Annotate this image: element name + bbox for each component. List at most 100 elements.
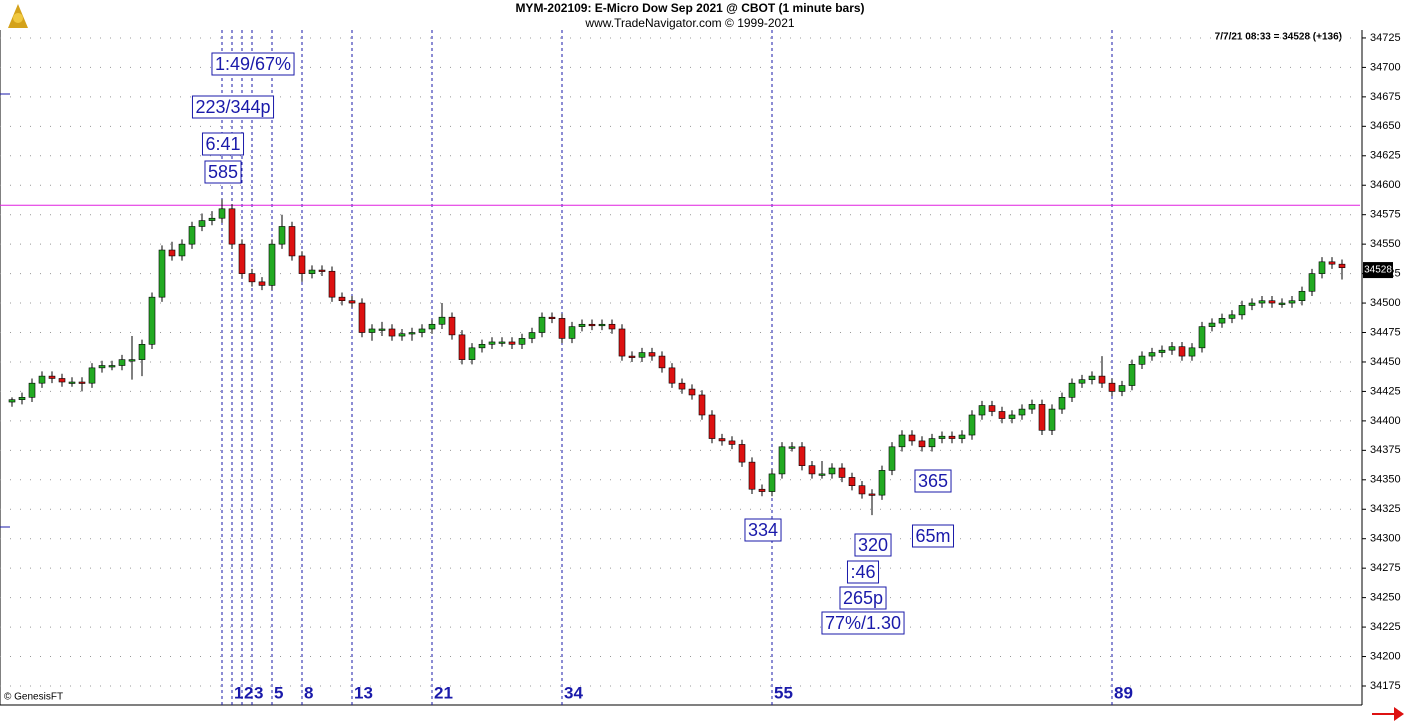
- y-tick-label: 34225: [1370, 621, 1401, 633]
- candle-body: [68, 381, 76, 384]
- y-tick-label: 34350: [1370, 474, 1401, 486]
- candle-body: [1028, 404, 1036, 410]
- candle-body: [1238, 305, 1246, 316]
- candle-body: [928, 438, 936, 448]
- annotation-box: [191, 95, 275, 119]
- candle-body: [608, 323, 616, 330]
- candle-body: [1258, 300, 1266, 304]
- annotation-box: [821, 611, 905, 635]
- candle-body: [1288, 300, 1296, 304]
- chart-subtitle: www.TradeNavigator.com © 1999-2021: [584, 16, 794, 30]
- candle-body: [438, 316, 446, 325]
- candle-body: [478, 343, 486, 349]
- chart-title: MYM-202109: E-Micro Dow Sep 2021 @ CBOT …: [515, 1, 864, 15]
- candle-body: [368, 328, 376, 333]
- last-price-label: 34528: [1364, 265, 1392, 276]
- candle-body: [798, 446, 806, 466]
- annotation-box: [914, 469, 952, 493]
- candle-body: [1128, 364, 1136, 386]
- annotation: 320: [858, 535, 888, 555]
- y-tick-label: 34200: [1370, 650, 1401, 662]
- y-tick-label: 34575: [1370, 209, 1401, 221]
- candle-body: [138, 343, 146, 360]
- credit: © GenesisFT: [4, 692, 63, 703]
- candle-body: [198, 220, 206, 227]
- candle-body: [698, 394, 706, 416]
- candle-body: [1048, 408, 1056, 431]
- y-tick-label: 34600: [1370, 179, 1401, 191]
- candle-body: [1098, 375, 1106, 384]
- candle-body: [848, 477, 856, 486]
- candle-body: [828, 467, 836, 475]
- annotation: :46: [850, 562, 875, 582]
- candle-body: [428, 323, 436, 330]
- y-tick-label: 34275: [1370, 562, 1401, 574]
- annotation-box: [839, 586, 887, 610]
- candle-body: [768, 473, 776, 492]
- candle-body: [208, 217, 216, 221]
- y-tick-label: 34300: [1370, 533, 1401, 545]
- annotation: 265p: [843, 588, 883, 608]
- y-tick-label: 34175: [1370, 680, 1401, 692]
- candle-body: [718, 438, 726, 442]
- candle-body: [868, 493, 876, 496]
- candle-body: [388, 328, 396, 337]
- candle-body: [638, 352, 646, 358]
- candle-body: [1298, 290, 1306, 302]
- candle-body: [508, 341, 516, 345]
- candle-body: [488, 341, 496, 345]
- candle-body: [1168, 346, 1176, 351]
- annotation-box: [846, 560, 880, 584]
- candle-body: [298, 255, 306, 274]
- y-tick-label: 34475: [1370, 326, 1401, 338]
- y-tick-label: 34550: [1370, 238, 1401, 250]
- candle-body: [418, 328, 426, 333]
- candle-body: [708, 414, 716, 439]
- fib-label: 8: [304, 683, 313, 702]
- candle-body: [728, 440, 736, 445]
- y-tick-label: 34250: [1370, 592, 1401, 604]
- candle-body: [88, 367, 96, 384]
- candle-body: [148, 296, 156, 345]
- last-price-box: [1363, 262, 1393, 279]
- candle-body: [1178, 346, 1186, 357]
- candle-body: [538, 316, 546, 333]
- candle-body: [1318, 261, 1326, 274]
- candle-body: [1328, 261, 1336, 265]
- candle-body: [778, 446, 786, 475]
- candle-body: [308, 269, 316, 274]
- candle-body: [658, 355, 666, 369]
- annotation-box: [854, 533, 892, 557]
- annotation: 365: [918, 471, 948, 491]
- fib-label: 21: [434, 683, 453, 702]
- candle-body: [238, 243, 246, 274]
- candle-body: [398, 333, 406, 337]
- annotation-box: [204, 160, 242, 184]
- annotation: 1:49/67%: [215, 54, 291, 74]
- candle-body: [918, 440, 926, 448]
- candle-body: [158, 249, 166, 298]
- y-tick-label: 34725: [1370, 32, 1401, 44]
- candle-body: [908, 434, 916, 442]
- candle-body: [1228, 314, 1236, 319]
- candle-body: [18, 397, 26, 400]
- y-tick-label: 34400: [1370, 415, 1401, 427]
- candle-body: [738, 444, 746, 463]
- candle-body: [128, 359, 136, 362]
- candle-body: [218, 208, 226, 219]
- candle-body: [118, 359, 126, 366]
- candle-body: [1268, 300, 1276, 304]
- candle-body: [458, 334, 466, 360]
- candle-body: [958, 434, 966, 439]
- fib-label: 89: [1114, 683, 1133, 702]
- candle-body: [498, 341, 506, 344]
- candle-body: [518, 338, 526, 345]
- candle-body: [338, 296, 346, 302]
- candle-body: [248, 273, 256, 283]
- scroll-arrow[interactable]: [1372, 707, 1404, 721]
- candle-body: [1148, 352, 1156, 357]
- candle-body: [558, 318, 566, 339]
- candle-body: [1118, 385, 1126, 392]
- candle-body: [788, 446, 796, 449]
- logo: [8, 4, 28, 28]
